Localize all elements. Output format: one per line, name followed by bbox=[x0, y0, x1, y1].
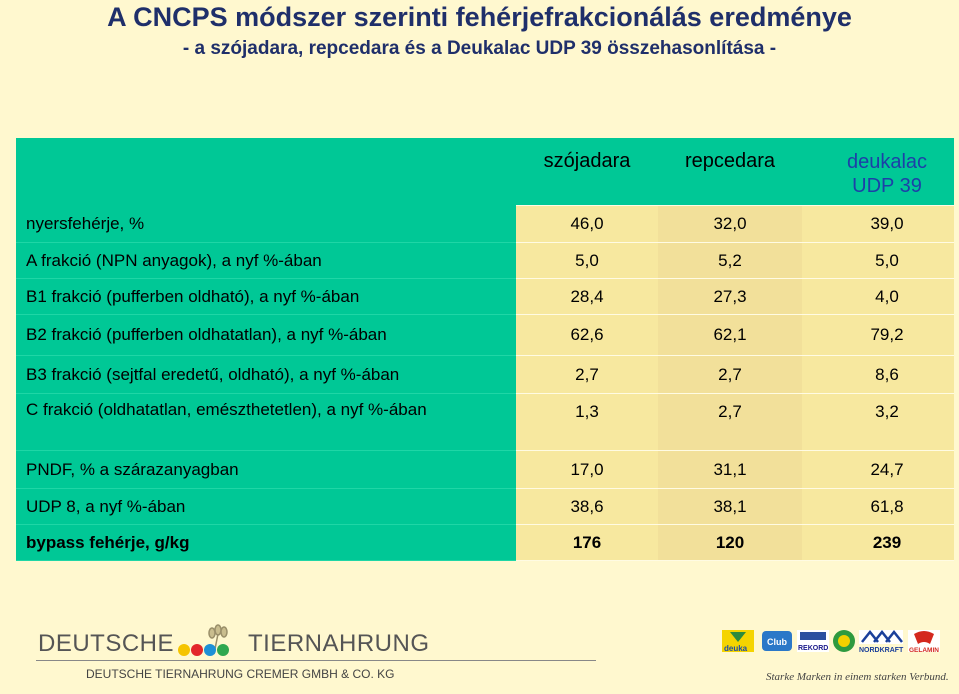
cell-repcedara: 2,7 bbox=[658, 393, 802, 451]
table-row: UDP 8, a nyf %-ában 38,6 38,1 61,8 bbox=[16, 488, 954, 525]
cell-repcedara: 31,1 bbox=[658, 450, 802, 489]
cell-deukalac-value: 79,2 bbox=[870, 325, 904, 344]
cell-deukalac: 8,6 bbox=[802, 355, 954, 394]
table-row: PNDF, % a szárazanyagban 17,0 31,1 24,7 bbox=[16, 450, 954, 489]
cell-deukalac-value: 5,0 bbox=[875, 250, 899, 270]
comparison-table: szójadara repcedara deukalac UDP 39 nyer… bbox=[16, 138, 954, 561]
column-header-szojadara: szójadara bbox=[516, 138, 658, 206]
table-row: A frakció (NPN anyagok), a nyf %-ában 5,… bbox=[16, 242, 954, 279]
cell-repcedara: 62,1 bbox=[658, 314, 802, 356]
footer-divider bbox=[36, 660, 596, 661]
deuka-logo-icon: deuka bbox=[722, 630, 754, 653]
column-header-deukalac: deukalac UDP 39 bbox=[802, 138, 954, 206]
page-title: A CNCPS módszer szerinti fehérjefrakcion… bbox=[107, 2, 852, 32]
cell-deukalac-value: 8,6 bbox=[875, 364, 899, 384]
cell-deukalac: 61,8 bbox=[802, 488, 954, 525]
row-label: nyersfehérje, % bbox=[16, 205, 516, 243]
row-label: B1 frakció (pufferben oldható), a nyf %-… bbox=[16, 278, 516, 315]
table-row: B2 frakció (pufferben oldhatatlan), a ny… bbox=[16, 314, 954, 356]
row-label: B3 frakció (sejtfal eredetű, oldható), a… bbox=[16, 355, 516, 394]
nordkraft-logo-icon: NORDKRAFT bbox=[859, 629, 904, 654]
cell-szojadara: 38,6 bbox=[516, 488, 658, 525]
cell-repcedara: 5,2 bbox=[658, 242, 802, 279]
cell-szojadara: 17,0 bbox=[516, 450, 658, 489]
row-label-text: C frakció (oldhatatlan, emészthetetlen),… bbox=[26, 400, 427, 419]
header-empty-cell bbox=[16, 138, 516, 206]
cell-deukalac: 3,2 bbox=[802, 393, 954, 451]
svg-text:GELAMIN: GELAMIN bbox=[909, 647, 939, 654]
cell-szojadara: 5,0 bbox=[516, 242, 658, 279]
row-label: C frakció (oldhatatlan, emészthetetlen),… bbox=[16, 393, 516, 451]
company-name: DEUTSCHE TIERNAHRUNG CREMER GMBH & CO. K… bbox=[86, 667, 395, 681]
column-header-deukalac-label: deukalac UDP 39 bbox=[847, 151, 928, 197]
cell-deukalac: 4,0 bbox=[802, 278, 954, 315]
svg-text:deuka: deuka bbox=[724, 644, 748, 653]
cell-deukalac-value: 61,8 bbox=[870, 496, 904, 516]
gelamin-logo-icon: GELAMIN bbox=[908, 630, 940, 654]
brand-logos: deuka Club REKORD NORDKRAFT GELAMIN bbox=[722, 629, 940, 654]
table-row: C frakció (oldhatatlan, emészthetetlen),… bbox=[16, 393, 954, 451]
wheat-icon bbox=[178, 624, 229, 656]
cell-repcedara: 38,1 bbox=[658, 488, 802, 525]
column-header-repcedara: repcedara bbox=[658, 138, 802, 206]
logo-text-deutsche: DEUTSCHE bbox=[38, 630, 175, 657]
cell-deukalac: 79,2 bbox=[802, 314, 954, 356]
row-label: bypass fehérje, g/kg bbox=[16, 524, 516, 561]
row-label: UDP 8, a nyf %-ában bbox=[16, 488, 516, 525]
cell-szojadara: 176 bbox=[516, 524, 658, 561]
cell-szojadara: 46,0 bbox=[516, 205, 658, 243]
bergophor-logo-icon bbox=[833, 630, 855, 652]
tagline: Starke Marken in einem starken Verbund. bbox=[766, 671, 949, 683]
table-row: B1 frakció (pufferben oldható), a nyf %-… bbox=[16, 278, 954, 315]
row-label: A frakció (NPN anyagok), a nyf %-ában bbox=[16, 242, 516, 279]
row-label: B2 frakció (pufferben oldhatatlan), a ny… bbox=[16, 314, 516, 356]
rekord-logo-icon: REKORD bbox=[797, 630, 829, 652]
table-row: nyersfehérje, % 46,0 32,0 39,0 bbox=[16, 205, 954, 243]
cell-deukalac-value: 4,0 bbox=[875, 286, 899, 306]
table-row: bypass fehérje, g/kg 176 120 239 bbox=[16, 524, 954, 561]
club-logo-icon: Club bbox=[762, 631, 792, 651]
svg-text:Club: Club bbox=[767, 637, 787, 647]
page-subtitle: - a szójadara, repcedara és a Deukalac U… bbox=[182, 38, 777, 59]
cell-deukalac: 239 bbox=[802, 524, 954, 561]
cell-szojadara: 1,3 bbox=[516, 393, 658, 451]
logo-text-tiernahrung: TIERNAHRUNG bbox=[248, 630, 430, 657]
table-row: B3 frakció (sejtfal eredetű, oldható), a… bbox=[16, 355, 954, 394]
svg-text:NORDKRAFT: NORDKRAFT bbox=[859, 647, 904, 654]
cell-deukalac: 39,0 bbox=[802, 205, 954, 243]
cell-repcedara: 32,0 bbox=[658, 205, 802, 243]
cell-szojadara: 28,4 bbox=[516, 278, 658, 315]
cell-szojadara: 62,6 bbox=[516, 314, 658, 356]
cell-deukalac: 24,7 bbox=[802, 450, 954, 489]
cell-repcedara: 27,3 bbox=[658, 278, 802, 315]
cell-deukalac-value: 3,2 bbox=[875, 402, 899, 421]
row-label: PNDF, % a szárazanyagban bbox=[16, 450, 516, 489]
cell-deukalac-value: 239 bbox=[872, 532, 902, 552]
cell-deukalac-value: 39,0 bbox=[870, 214, 904, 233]
cell-deukalac-value: 24,7 bbox=[870, 459, 904, 479]
table-header-row: szójadara repcedara deukalac UDP 39 bbox=[16, 138, 954, 206]
cell-szojadara: 2,7 bbox=[516, 355, 658, 394]
cell-repcedara: 2,7 bbox=[658, 355, 802, 394]
cell-repcedara: 120 bbox=[658, 524, 802, 561]
cell-deukalac: 5,0 bbox=[802, 242, 954, 279]
svg-text:REKORD: REKORD bbox=[798, 645, 828, 652]
